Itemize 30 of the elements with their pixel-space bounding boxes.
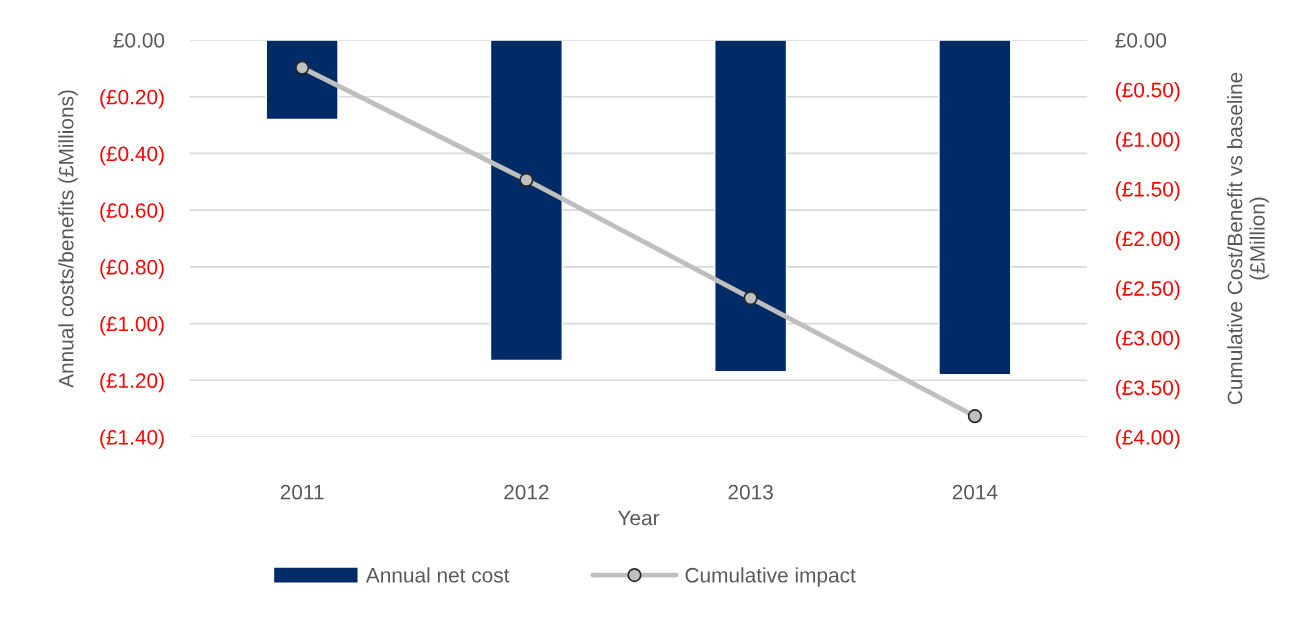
x-tick-label: 2011 [280, 484, 324, 500]
y-tick-label: £0.00 [113, 33, 165, 48]
point [967, 409, 982, 424]
y2-tick-label: (£3.50) [1116, 379, 1180, 400]
point [295, 60, 310, 75]
legend-label: Annual net cost [365, 567, 510, 583]
y-tick-label: (£0.40) [100, 145, 164, 166]
y2-tick-label: £0.00 [1115, 33, 1167, 48]
y-tick-label: (£0.20) [100, 89, 164, 109]
x-axis-title: Year [617, 510, 660, 526]
legend-label: Cumulative impact [685, 567, 856, 587]
y-tick-label: (£1.40) [100, 429, 164, 449]
y2-tick-label: (£2.00) [1116, 230, 1180, 251]
point [519, 172, 534, 188]
x-tick-label: 2013 [728, 484, 773, 500]
y2-tick-label: (£3.00) [1116, 330, 1180, 350]
y-tick-label: (£0.80) [100, 259, 164, 279]
y2-axis-title: Cumulative Cost/Benefit vs baseline (£Million) [1227, 72, 1269, 405]
y2-tick-label: (£4.00) [1116, 429, 1180, 449]
y-tick-label: (£1.20) [100, 372, 164, 393]
y2-tick-label: (£1.50) [1116, 181, 1180, 201]
y-axis-title: Annual costs/benefits (£Millions) [58, 90, 78, 388]
y2-tick-label: (£2.50) [1116, 280, 1180, 300]
point [743, 290, 758, 306]
x-tick-label: 2014 [952, 484, 998, 500]
y-tick-label: (£0.60) [100, 202, 164, 222]
x-tick-label: 2012 [504, 484, 549, 500]
y2-tick-label: (£0.50) [1116, 82, 1180, 102]
y-tick-label: (£1.00) [100, 316, 164, 336]
y2-tick-label: (£1.00) [1116, 131, 1180, 152]
